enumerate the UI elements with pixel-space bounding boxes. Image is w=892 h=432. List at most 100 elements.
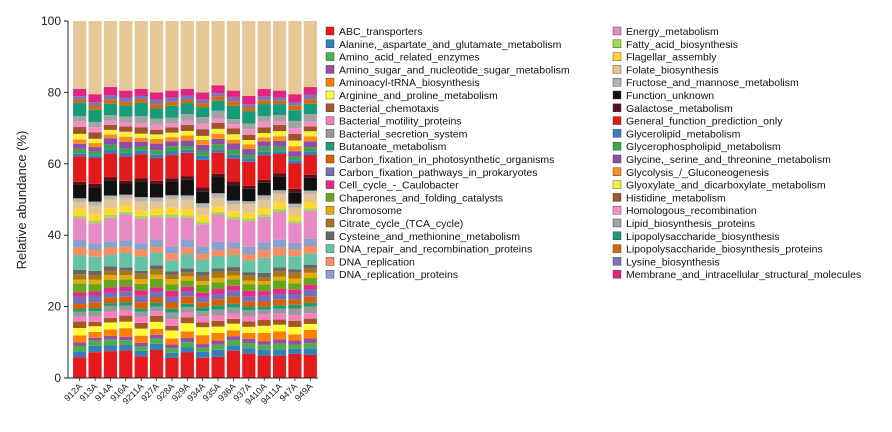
bar-segment bbox=[119, 350, 133, 378]
bar-segment bbox=[288, 215, 302, 221]
bar-segment bbox=[119, 310, 133, 316]
bar-segment bbox=[303, 190, 317, 194]
bar-segment bbox=[211, 100, 225, 111]
bar-segment-others bbox=[149, 21, 164, 93]
bar-segment bbox=[149, 99, 164, 105]
bar-segment bbox=[134, 335, 148, 343]
bar-segment bbox=[257, 137, 271, 142]
bar-segment bbox=[288, 315, 302, 321]
bar-segment bbox=[88, 201, 102, 206]
bar-segment bbox=[196, 117, 210, 124]
bar-segment bbox=[73, 143, 87, 149]
bar-segment bbox=[165, 253, 179, 261]
bar-segment bbox=[165, 155, 179, 179]
bar-segment bbox=[196, 144, 210, 151]
bar-segment bbox=[180, 176, 194, 180]
bar-segment bbox=[303, 354, 317, 378]
legend-label: Cell_cycle_-_Caulobacter bbox=[339, 180, 459, 192]
bar-segment bbox=[119, 122, 133, 127]
legend-label: Glyoxylate_and_dicarboxylate_metabolism bbox=[626, 180, 826, 192]
bar-segment-others bbox=[88, 21, 102, 95]
bar-segment bbox=[103, 318, 118, 323]
bar-segment bbox=[196, 254, 210, 260]
bar-segment bbox=[119, 148, 133, 153]
bar-segment bbox=[272, 124, 287, 132]
bar-segment bbox=[196, 135, 210, 140]
bar-segment bbox=[211, 96, 225, 101]
bar-segment bbox=[226, 242, 241, 249]
bar-segment bbox=[303, 277, 317, 285]
bar-segment bbox=[149, 239, 164, 247]
bar-segment bbox=[288, 353, 302, 378]
bar-segment bbox=[165, 279, 179, 285]
bar-segment bbox=[165, 312, 179, 320]
y-tick-label: 20 bbox=[48, 300, 62, 314]
bar-segment bbox=[165, 246, 179, 254]
bar-segment bbox=[303, 246, 317, 254]
bar-segment bbox=[288, 334, 302, 341]
bar-segment bbox=[242, 158, 256, 162]
bar-segment bbox=[226, 149, 241, 155]
bar-segment bbox=[257, 291, 271, 296]
bar-segment bbox=[149, 302, 164, 307]
bar-segment bbox=[180, 331, 194, 338]
legend-label: Lysine_biosynthesis bbox=[626, 256, 720, 268]
bar-segment bbox=[149, 287, 164, 292]
bar-segment bbox=[257, 341, 271, 345]
bar-segment bbox=[303, 306, 317, 314]
legend-label: Membrane_and_intracellular_structural_mo… bbox=[626, 269, 861, 281]
bar-segment bbox=[242, 338, 256, 344]
bar-segment bbox=[272, 146, 287, 152]
bar-segment bbox=[303, 302, 317, 307]
bar-segment bbox=[242, 129, 256, 135]
bar-segment bbox=[242, 310, 256, 316]
legend-swatch bbox=[612, 257, 622, 266]
bar-segment bbox=[180, 312, 194, 318]
bar-segment bbox=[288, 308, 302, 316]
bar-segment bbox=[226, 119, 241, 125]
bar-segment bbox=[211, 177, 225, 194]
bar-segment bbox=[103, 275, 118, 280]
bar-segment bbox=[242, 111, 256, 124]
bar-segment bbox=[196, 296, 210, 303]
bar-segment bbox=[226, 248, 241, 255]
legend-swatch bbox=[325, 270, 335, 279]
bar-segment-others bbox=[226, 21, 241, 91]
bar-segment bbox=[180, 135, 194, 141]
bar-segment bbox=[211, 193, 225, 198]
legend-swatch bbox=[325, 141, 335, 151]
bar-segment bbox=[211, 85, 225, 94]
legend-swatch bbox=[325, 103, 335, 113]
bar-segment-others bbox=[180, 21, 194, 89]
bar-segment bbox=[272, 280, 287, 289]
bar-segment bbox=[134, 95, 148, 100]
legend-swatch bbox=[325, 65, 335, 74]
legend-swatch bbox=[325, 205, 335, 215]
bar-segment bbox=[272, 151, 287, 155]
legend-label: DNA_replication bbox=[339, 256, 415, 268]
bar-segment bbox=[303, 113, 317, 122]
bar-segment bbox=[119, 345, 133, 351]
bar-segment bbox=[226, 318, 241, 324]
bar-segment bbox=[196, 246, 210, 255]
bar-segment bbox=[272, 90, 287, 98]
bar-segment bbox=[180, 152, 194, 177]
bar-segment bbox=[196, 155, 210, 160]
bar-segment bbox=[119, 279, 133, 287]
bar-segment bbox=[257, 199, 271, 209]
bar-segment bbox=[242, 275, 256, 281]
bar-segment bbox=[88, 256, 102, 271]
bar-segment bbox=[242, 188, 256, 202]
bar-segment bbox=[119, 315, 133, 322]
bar-segment bbox=[134, 150, 148, 155]
bar-segment bbox=[196, 347, 210, 352]
bar-segment bbox=[149, 208, 164, 215]
bar-segment bbox=[73, 304, 87, 310]
bar-segment bbox=[149, 92, 164, 100]
bar-segment bbox=[288, 94, 302, 102]
bar-segment bbox=[73, 351, 87, 358]
bar-segment bbox=[211, 289, 225, 295]
bar-segment bbox=[149, 104, 164, 109]
bar-segment bbox=[226, 181, 241, 186]
bar-segment bbox=[272, 276, 287, 281]
